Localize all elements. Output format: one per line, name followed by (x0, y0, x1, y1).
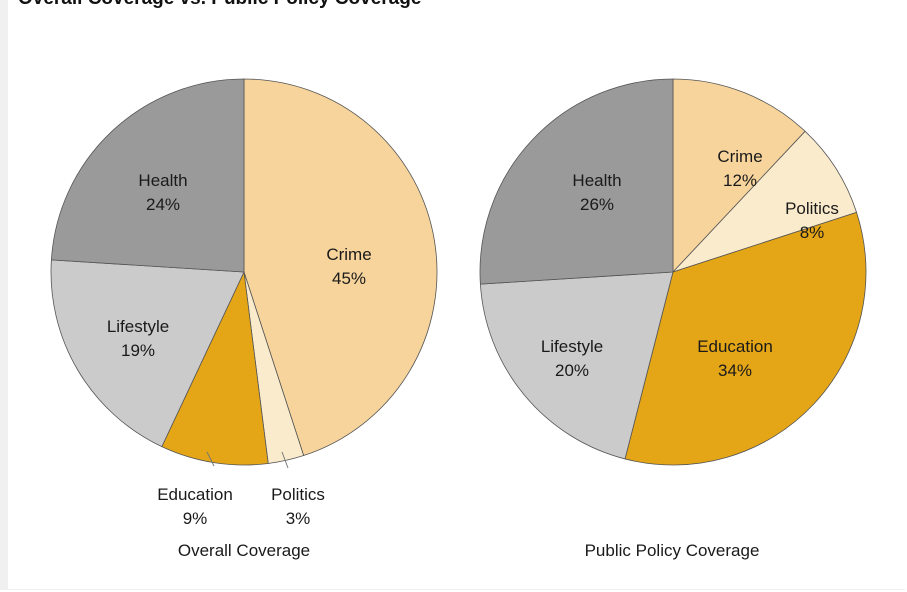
slice-value-education: 9% (183, 509, 208, 528)
slice-label-politics: Politics (785, 199, 839, 218)
slice-value-health: 24% (146, 195, 180, 214)
pie-slice-lifestyle (50, 259, 245, 448)
pie-slice-health (50, 78, 245, 273)
overall-coverage-caption: Overall Coverage (178, 541, 310, 560)
pie-slice-lifestyle (479, 271, 674, 460)
slice-label-education: Education (157, 485, 233, 504)
slice-value-politics: 3% (286, 509, 311, 528)
pie-slice-politics (672, 130, 858, 273)
slice-label-health: Health (138, 171, 187, 190)
pie-slice-education (161, 270, 269, 466)
public-policy-coverage-caption: Public Policy Coverage (585, 541, 760, 560)
slice-value-crime: 12% (723, 171, 757, 190)
pie-slice-crime (672, 78, 806, 274)
pie-slice-education (624, 211, 867, 466)
slice-label-education: Education (697, 337, 773, 356)
slice-label-crime: Crime (326, 245, 371, 264)
slice-value-politics: 8% (800, 223, 825, 242)
slice-label-politics: Politics (271, 485, 325, 504)
slice-label-lifestyle: Lifestyle (107, 317, 169, 336)
overall-coverage-pie: Crime 45% Politics 3% Education 9% Lifestyle 19… (50, 78, 438, 528)
chart-title: Overall Coverage vs. Public Policy Cover… (18, 0, 421, 10)
slice-label-lifestyle: Lifestyle (541, 337, 603, 356)
pie-slice-health (479, 78, 674, 285)
slice-value-education: 34% (718, 361, 752, 380)
slice-value-health: 26% (580, 195, 614, 214)
slice-value-lifestyle: 19% (121, 341, 155, 360)
slice-value-lifestyle: 20% (555, 361, 589, 380)
leader-line-education (206, 451, 215, 467)
slice-label-crime: Crime (717, 147, 762, 166)
slice-value-crime: 45% (332, 269, 366, 288)
slice-label-health: Health (572, 171, 621, 190)
pie-slice-crime (243, 78, 438, 457)
leader-line-politics (281, 451, 289, 469)
public-policy-coverage-pie: Crime 12% Politics 8% Education 34% Lifestyle 2… (479, 78, 867, 466)
